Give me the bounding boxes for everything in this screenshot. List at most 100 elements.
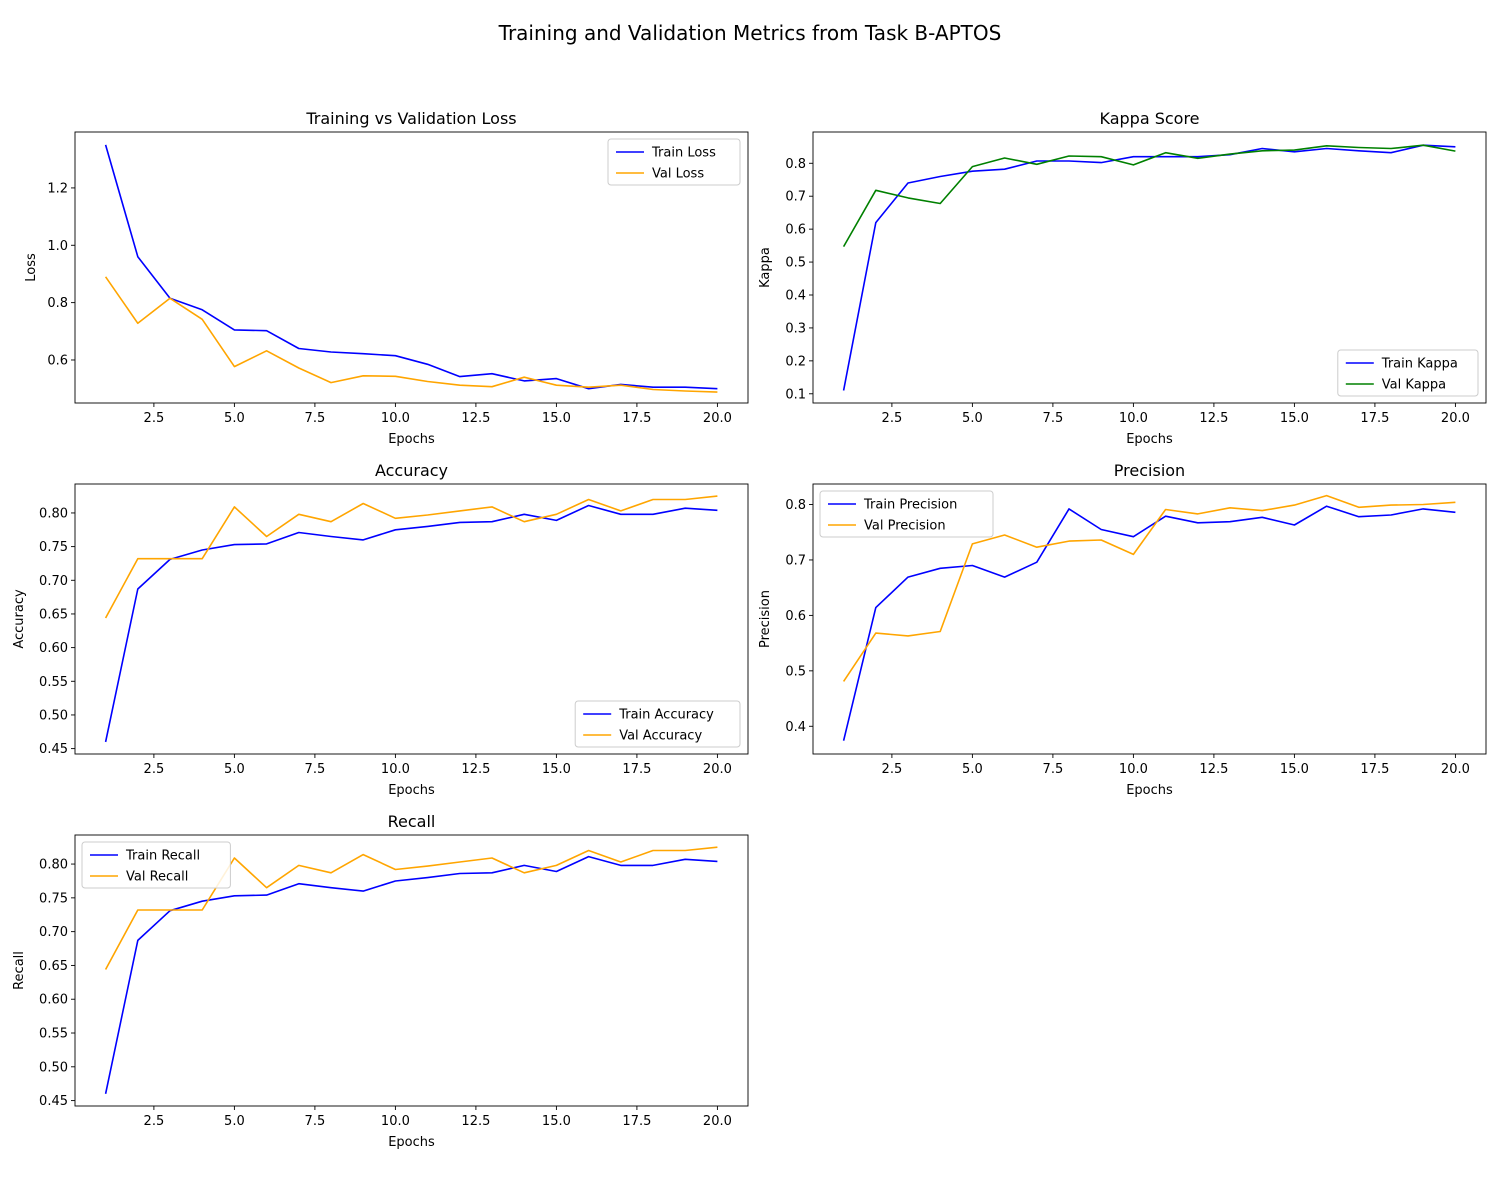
x-tick-label: 7.5 [305,411,326,426]
x-axis-label: Epochs [388,783,435,798]
y-tick-label: 0.50 [39,1060,68,1075]
legend-entry: Train Loss [651,146,716,161]
x-tick-label: 5.0 [224,1114,245,1129]
panel-title: Training vs Validation Loss [305,109,516,128]
x-tick-label: 10.0 [1119,411,1148,426]
legend-entry: Train Precision [863,498,957,513]
y-tick-label: 0.65 [39,607,68,622]
x-tick-label: 17.5 [622,1114,651,1129]
y-axis-label: Loss [24,253,39,282]
y-axis-label: Accuracy [12,589,27,649]
x-tick-label: 5.0 [962,411,983,426]
x-tick-label: 10.0 [381,762,410,777]
x-tick-label: 15.0 [1280,411,1309,426]
y-tick-label: 0.7 [785,553,806,568]
x-tick-label: 7.5 [1043,411,1064,426]
series-line-train-precision [842,505,1456,741]
y-tick-label: 1.2 [47,181,68,196]
legend: Train Precision Val Precision [819,490,994,538]
series-line-val-loss [104,276,718,393]
y-tick-label: 0.8 [785,498,806,513]
x-tick-label: 20.0 [703,1114,732,1129]
x-tick-label: 12.5 [1199,762,1228,777]
y-tick-label: 0.60 [39,641,68,656]
y-axis-label: Recall [12,951,27,990]
legend-entry: Val Recall [126,870,188,885]
y-tick-label: 0.8 [47,296,68,311]
y-tick-label: 0.75 [39,540,68,555]
legend: Train Accuracy Val Accuracy [574,700,741,748]
series-line-val-kappa [842,144,1456,247]
x-tick-label: 2.5 [882,411,903,426]
x-tick-label: 17.5 [1360,411,1389,426]
x-tick-label: 15.0 [542,1114,571,1129]
y-tick-label: 0.5 [785,256,806,271]
legend-entry: Val Kappa [1382,378,1446,393]
figure-title: Training and Validation Metrics from Tas… [498,21,1002,45]
y-tick-label: 0.80 [39,858,68,873]
legend-box [81,841,231,889]
x-tick-label: 20.0 [1441,762,1470,777]
y-tick-label: 0.55 [39,1027,68,1042]
y-axis-label: Precision [758,590,773,648]
legend: Train Loss Val Loss [607,138,741,186]
x-tick-label: 20.0 [703,411,732,426]
series-line-val-accuracy [104,495,718,619]
x-tick-label: 5.0 [224,411,245,426]
y-tick-label: 0.4 [785,288,806,303]
axes-frame [74,834,749,1107]
x-tick-label: 5.0 [224,762,245,777]
x-tick-label: 7.5 [305,1114,326,1129]
y-tick-label: 0.5 [785,664,806,679]
x-tick-label: 10.0 [381,1114,410,1129]
x-tick-label: 15.0 [542,411,571,426]
x-tick-label: 5.0 [962,762,983,777]
y-tick-label: 0.60 [39,993,68,1008]
x-axis-label: Epochs [388,1135,435,1150]
legend-entry: Train Kappa [1381,357,1458,372]
x-tick-label: 12.5 [461,762,490,777]
y-tick-label: 0.6 [785,223,806,238]
y-tick-label: 0.70 [39,925,68,940]
y-tick-label: 0.45 [39,742,68,757]
legend-entry: Val Accuracy [619,729,702,744]
axes-frame [812,131,1487,404]
y-tick-label: 0.8 [785,157,806,172]
x-tick-label: 7.5 [1043,762,1064,777]
y-tick-label: 0.55 [39,675,68,690]
panel-title: Kappa Score [1099,109,1199,128]
axes-frame [74,131,749,404]
legend-entry: Train Recall [125,849,200,864]
chart-panel-3: 2.5 5.0 7.5 10.0 12.5 15.0 17.5 20.0 0.45 0.50 0.5… [12,461,749,798]
x-tick-label: 7.5 [305,762,326,777]
y-tick-label: 0.65 [39,959,68,974]
legend: Train Recall Val Recall [81,841,231,889]
y-tick-label: 0.3 [785,321,806,336]
y-tick-label: 1.0 [47,239,68,254]
legend-entry: Train Accuracy [618,708,714,723]
x-tick-label: 15.0 [1280,762,1309,777]
x-tick-label: 2.5 [144,762,165,777]
chart-panel-1: 2.5 5.0 7.5 10.0 12.5 15.0 17.5 20.0 0.6 0.8 1.0 1.… [24,109,749,447]
y-tick-label: 0.70 [39,574,68,589]
series-line-val-precision [842,494,1456,682]
y-tick-label: 0.75 [39,891,68,906]
panel-title: Precision [1114,461,1185,480]
y-tick-label: 0.6 [785,609,806,624]
chart-panel-4: 2.5 5.0 7.5 10.0 12.5 15.0 17.5 20.0 0.4 0.5 0.6 0.… [758,461,1487,798]
legend-box [574,700,741,748]
x-tick-label: 15.0 [542,762,571,777]
x-tick-label: 17.5 [622,762,651,777]
x-tick-label: 12.5 [461,411,490,426]
chart-panel-5: 2.5 5.0 7.5 10.0 12.5 15.0 17.5 20.0 0.45 0.50 0.5… [12,812,749,1150]
chart-panel-2: 2.5 5.0 7.5 10.0 12.5 15.0 17.5 20.0 0.1 0.2 0.3 0.… [758,109,1487,447]
y-tick-label: 0.7 [785,190,806,205]
panel-title: Recall [388,812,436,831]
series-line-train-recall [104,855,718,1094]
y-tick-label: 0.1 [785,387,806,402]
y-tick-label: 0.6 [47,353,68,368]
y-tick-label: 0.80 [39,506,68,521]
x-tick-label: 17.5 [622,411,651,426]
legend-entry: Val Precision [864,519,946,534]
